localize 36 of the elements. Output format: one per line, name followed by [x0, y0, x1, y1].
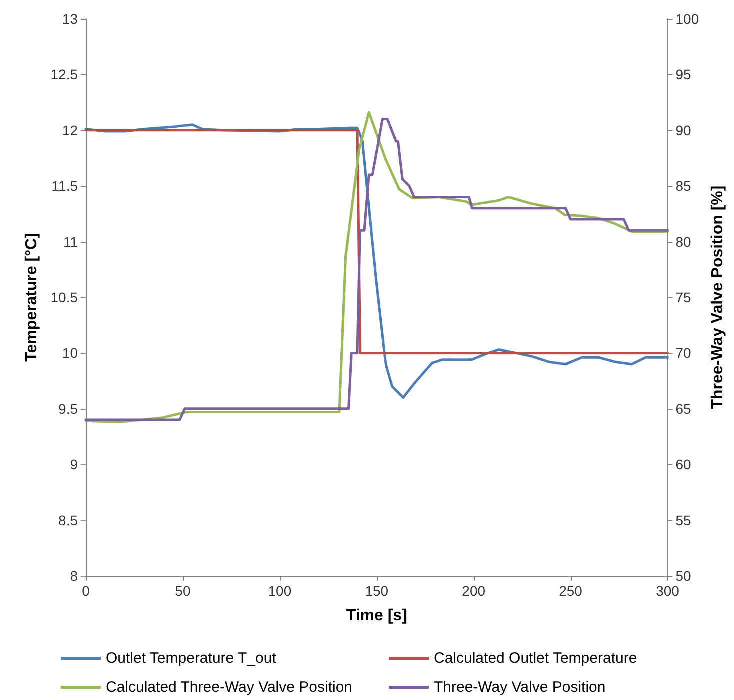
y2-tick-label: 65 [676, 400, 692, 417]
y-tick-label: 11 [63, 234, 78, 250]
y2-tick-label: 50 [676, 568, 692, 584]
y2-tick-label: 80 [676, 234, 692, 250]
y-tick-label: 13 [62, 11, 78, 27]
x-tick-label: 50 [175, 583, 191, 599]
x-axis-title: Time [s] [346, 608, 408, 624]
legend-label: Calculated Outlet Temperature [434, 650, 638, 667]
x-tick-label: 150 [365, 583, 389, 599]
y2-tick-label: 90 [676, 122, 692, 138]
y2-tick-label: 70 [676, 345, 692, 362]
y2-tick-label: 100 [676, 11, 700, 27]
y2-tick-label: 75 [676, 290, 692, 306]
y2-axis-title: Three-Way Valve Position [%] [710, 186, 726, 410]
y-tick-label: 8.5 [58, 512, 78, 528]
y2-tick-label: 55 [676, 512, 692, 528]
x-tick-label: 300 [656, 583, 680, 599]
y-tick-label: 10 [62, 345, 78, 362]
legend-label: Calculated Three-Way Valve Position [106, 679, 353, 696]
x-tick-label: 100 [268, 583, 292, 599]
legend-label: Outlet Temperature T_out [106, 650, 278, 667]
y-tick-label: 12.5 [50, 66, 78, 83]
y-axis-title: Temperature [°C] [23, 233, 40, 362]
y-tick-label: 9 [70, 456, 78, 473]
y2-tick-label: 85 [676, 178, 692, 194]
y-tick-label: 9.5 [58, 400, 78, 417]
y-tick-label: 12 [62, 122, 78, 138]
y2-tick-label: 95 [676, 66, 692, 83]
y2-tick-label: 60 [676, 456, 692, 473]
legend-label: Three-Way Valve Position [434, 679, 606, 696]
y-tick-label: 10.5 [50, 290, 78, 306]
y-tick-label: 8 [70, 568, 78, 584]
x-tick-label: 200 [462, 583, 486, 599]
y-tick-label: 11.5 [52, 178, 78, 194]
x-tick-label: 0 [82, 583, 90, 599]
x-tick-label: 250 [559, 583, 583, 599]
